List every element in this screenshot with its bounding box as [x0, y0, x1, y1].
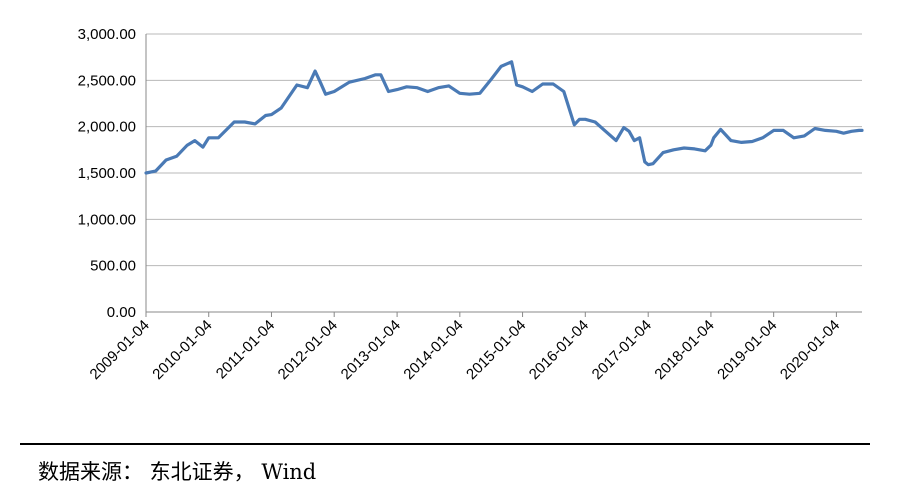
x-tick-label: 2017-01-04	[589, 317, 655, 383]
x-tick-label: 2016-01-04	[526, 317, 592, 383]
x-tick-label: 2010-01-04	[149, 317, 215, 383]
x-tick-label: 2014-01-04	[400, 317, 466, 383]
axes	[145, 34, 862, 317]
source-note: 数据来源： 东北证券， Wind	[38, 460, 317, 484]
y-tick-label: 1,500.00	[78, 165, 136, 182]
x-tick-label: 2009-01-04	[87, 317, 153, 383]
footer-divider	[20, 443, 870, 445]
x-tick-label: 2019-01-04	[714, 317, 780, 383]
x-tick-label: 2015-01-04	[463, 317, 529, 383]
series-group	[144, 60, 864, 175]
x-axis-tick-labels: 2009-01-042010-01-042011-01-042012-01-04…	[87, 317, 844, 383]
y-tick-label: 0.00	[107, 304, 136, 321]
grid-lines	[146, 33, 862, 267]
x-tick-label: 2018-01-04	[651, 317, 717, 383]
y-tick-label: 2,000.00	[78, 119, 136, 136]
y-tick-label: 3,000.00	[78, 26, 136, 43]
y-axis-tick-labels: 0.00 500.00 1,000.00 1,500.00 2,000.00 2,500.…	[78, 26, 136, 321]
y-tick-label: 1,000.00	[78, 211, 136, 228]
x-tick-label: 2011-01-04	[213, 317, 278, 382]
line-chart: 0.00 500.00 1,000.00 1,500.00 2,000.00 2,500.…	[78, 26, 864, 383]
x-tick-label: 2020-01-04	[777, 317, 843, 383]
x-tick-label: 2012-01-04	[275, 317, 341, 383]
y-tick-label: 2,500.00	[78, 72, 136, 89]
series-line	[144, 60, 864, 175]
x-tick-label: 2013-01-04	[338, 317, 404, 383]
y-tick-label: 500.00	[90, 258, 136, 275]
